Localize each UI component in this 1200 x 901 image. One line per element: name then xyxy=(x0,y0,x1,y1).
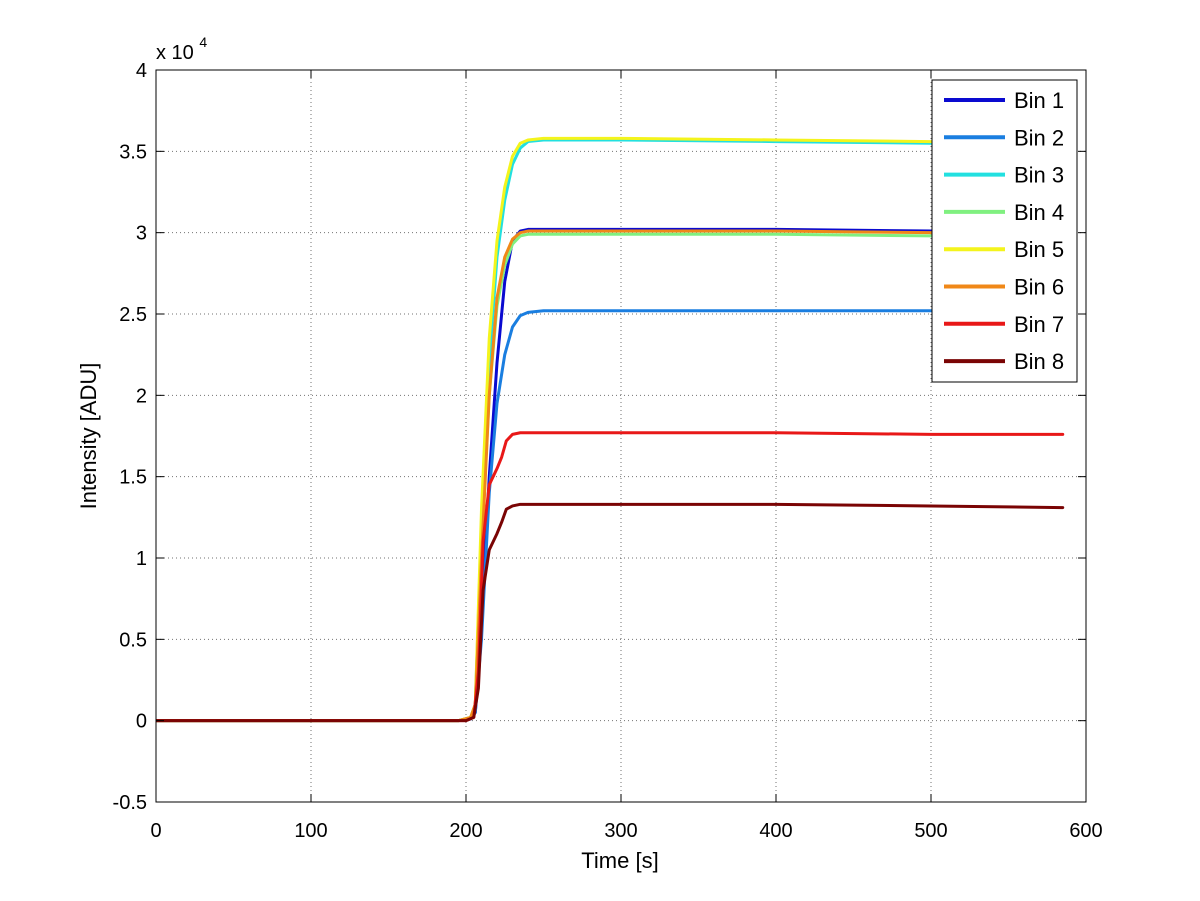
legend-label: Bin 8 xyxy=(1014,349,1064,374)
y-tick-label: -0.5 xyxy=(113,792,147,814)
y-axis-label: Intensity [ADU] xyxy=(76,363,101,510)
x-tick-label: 100 xyxy=(294,820,327,842)
x-tick-label: 200 xyxy=(449,820,482,842)
y-tick-label: 4 xyxy=(136,60,147,82)
legend-label: Bin 5 xyxy=(1014,237,1064,262)
x-tick-label: 0 xyxy=(150,820,161,842)
legend-item-bin-3: Bin 3 xyxy=(944,163,1064,188)
plot-background xyxy=(156,70,1086,802)
grid xyxy=(156,70,1086,802)
legend-item-bin-5: Bin 5 xyxy=(944,237,1064,262)
legend-item-bin-6: Bin 6 xyxy=(944,275,1064,300)
x-tick-label: 400 xyxy=(759,820,792,842)
y-tick-label: 2.5 xyxy=(119,304,147,326)
series-line-bin-8 xyxy=(156,502,1065,723)
legend-item-bin-2: Bin 2 xyxy=(944,125,1064,150)
legend-label: Bin 2 xyxy=(1014,125,1064,150)
legend-label: Bin 6 xyxy=(1014,275,1064,300)
legend: Bin 1 Bin 2 Bin 3 Bin 4 Bin 5 Bin 6 Bin 7 Bin 8 xyxy=(931,79,1078,383)
x-tick-label: 600 xyxy=(1069,820,1102,842)
y-tick-label: 0 xyxy=(136,711,147,733)
legend-label: Bin 3 xyxy=(1014,163,1064,188)
legend-item-bin-8: Bin 8 xyxy=(944,349,1064,374)
x-tick-label: 300 xyxy=(604,820,637,842)
series-layer xyxy=(156,136,1065,723)
y-tick-label: 1 xyxy=(136,548,147,570)
y-tick-label: 3.5 xyxy=(119,141,147,163)
x-axis-label: Time [s] xyxy=(581,848,658,873)
legend-label: Bin 1 xyxy=(1014,88,1064,113)
y-multiplier: x 10 4 xyxy=(156,34,207,64)
ticks xyxy=(155,69,1087,803)
y-tick-label: 1.5 xyxy=(119,467,147,489)
legend-item-bin-7: Bin 7 xyxy=(944,312,1064,337)
legend-item-bin-4: Bin 4 xyxy=(944,200,1064,225)
y-tick-labels: -0.5 0 0.5 1 1.5 2 2.5 3 3.5 4 xyxy=(113,60,147,814)
legend-box xyxy=(931,79,1078,383)
legend-items: Bin 1 Bin 2 Bin 3 Bin 4 Bin 5 Bin 6 Bin 7 Bin 8 xyxy=(944,88,1064,374)
y-multiplier-base: x 10 xyxy=(156,42,194,64)
legend-label: Bin 4 xyxy=(1014,200,1064,225)
x-tick-label: 500 xyxy=(914,820,947,842)
y-tick-label: 0.5 xyxy=(119,629,147,651)
y-tick-label: 3 xyxy=(136,223,147,245)
x-tick-labels: 0 100 200 300 400 500 600 xyxy=(150,820,1102,842)
y-multiplier-exponent: 4 xyxy=(199,34,207,50)
legend-label: Bin 7 xyxy=(1014,312,1064,337)
y-tick-label: 2 xyxy=(136,385,147,407)
legend-item-bin-1: Bin 1 xyxy=(944,88,1064,113)
